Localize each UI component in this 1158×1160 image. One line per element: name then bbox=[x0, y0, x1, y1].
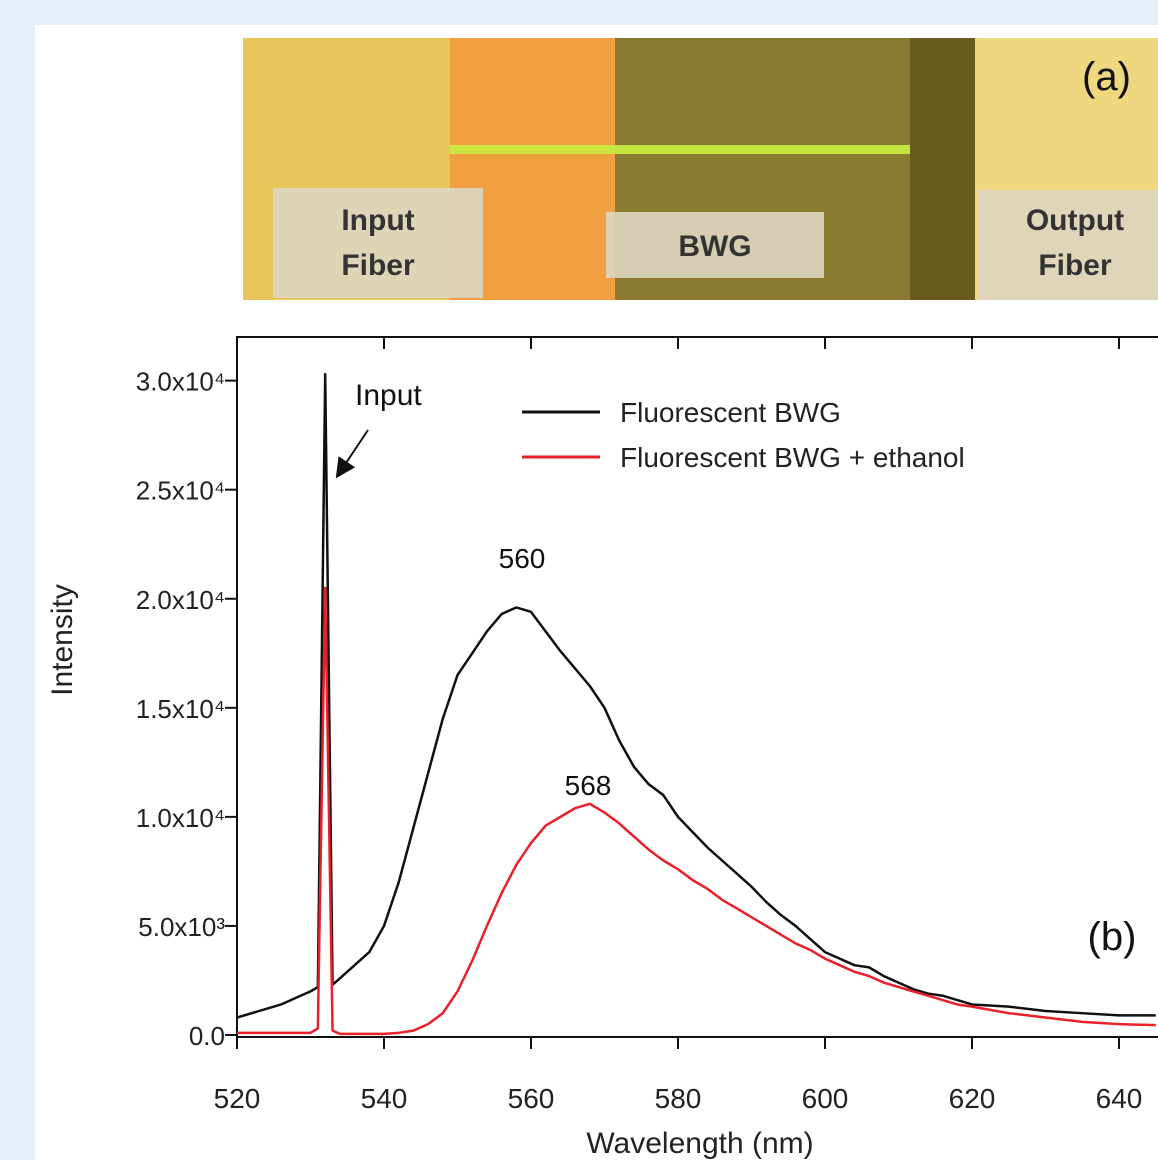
annotation: 568 bbox=[565, 770, 612, 801]
panel-label: (a) bbox=[1082, 55, 1131, 99]
annotation-arrow bbox=[335, 429, 369, 479]
legend-label: Fluorescent BWG bbox=[620, 397, 841, 428]
photo-label: BWG bbox=[678, 230, 751, 263]
y-tick-label: 0.0 bbox=[189, 1021, 225, 1051]
label-box bbox=[977, 190, 1158, 300]
photo-label: Fiber bbox=[1038, 249, 1112, 282]
label-box bbox=[273, 188, 483, 298]
label-box bbox=[606, 212, 824, 278]
light-beam bbox=[450, 145, 910, 154]
series-line bbox=[237, 586, 1156, 1036]
x-tick-label: 560 bbox=[508, 1083, 555, 1114]
legend-label: Fluorescent BWG + ethanol bbox=[620, 442, 965, 473]
x-tick-label: 600 bbox=[802, 1083, 849, 1114]
x-tick-label: 580 bbox=[655, 1083, 702, 1114]
y-tick-label: 2.0x10⁴ bbox=[136, 585, 225, 615]
annotation: (b) bbox=[1088, 915, 1137, 959]
series-line bbox=[237, 372, 1156, 1019]
y-tick-label: 3.0x10⁴ bbox=[136, 367, 225, 397]
plot-frame bbox=[236, 336, 1158, 1038]
annotation: Input bbox=[355, 379, 422, 412]
annotation: 560 bbox=[499, 543, 546, 574]
plot-area bbox=[237, 372, 1156, 1036]
photo-label: Output bbox=[1026, 204, 1124, 237]
y-tick-label: 2.5x10⁴ bbox=[136, 476, 225, 506]
y-axis-label: Intensity bbox=[46, 584, 79, 696]
y-tick-label: 5.0x10³ bbox=[138, 912, 225, 942]
y-tick-label: 1.0x10⁴ bbox=[136, 803, 225, 833]
x-tick-label: 540 bbox=[361, 1083, 408, 1114]
photo-label: Fiber bbox=[341, 249, 415, 282]
x-tick-label: 620 bbox=[949, 1083, 996, 1114]
y-tick-label: 1.5x10⁴ bbox=[136, 694, 225, 724]
x-tick-label: 520 bbox=[214, 1083, 261, 1114]
photo-region bbox=[910, 38, 975, 300]
photo: Input Fiber BWG Output Fiber (a) bbox=[243, 38, 1158, 300]
photo-label: Input bbox=[341, 204, 414, 237]
x-tick-label: 640 bbox=[1096, 1083, 1143, 1114]
x-axis-label: Wavelength (nm) bbox=[586, 1127, 813, 1160]
